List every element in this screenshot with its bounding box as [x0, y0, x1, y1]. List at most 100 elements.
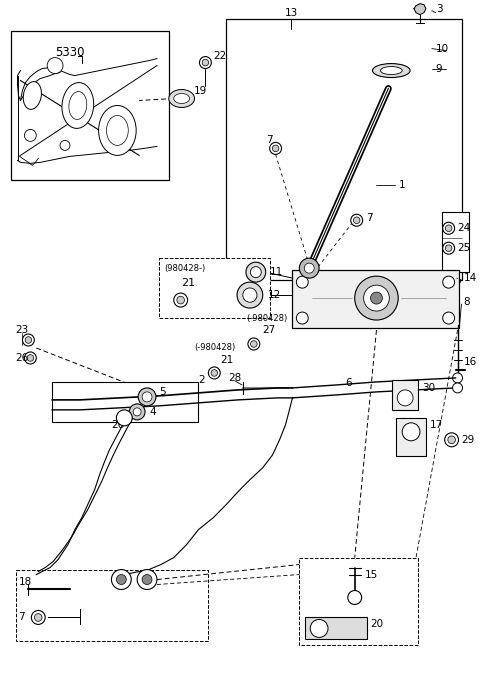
Ellipse shape — [62, 82, 94, 128]
Text: (980428-): (980428-) — [164, 263, 205, 272]
Text: 7: 7 — [367, 213, 373, 223]
Text: 19: 19 — [193, 86, 207, 95]
Circle shape — [47, 58, 63, 73]
Text: 25: 25 — [457, 244, 471, 253]
Ellipse shape — [23, 82, 41, 109]
Circle shape — [402, 423, 420, 441]
Circle shape — [251, 341, 257, 347]
Circle shape — [296, 276, 308, 288]
Text: 18: 18 — [19, 576, 32, 587]
Circle shape — [129, 404, 145, 420]
Bar — [292, 270, 458, 328]
Circle shape — [200, 56, 211, 69]
Text: 15: 15 — [365, 569, 378, 580]
Circle shape — [116, 575, 126, 584]
Circle shape — [142, 575, 152, 584]
Circle shape — [351, 214, 362, 226]
Polygon shape — [414, 3, 426, 14]
Text: (-980428): (-980428) — [194, 344, 236, 353]
Bar — [11, 31, 169, 180]
Text: 1: 1 — [399, 180, 406, 190]
Circle shape — [444, 433, 458, 447]
Circle shape — [24, 352, 36, 364]
Circle shape — [443, 222, 455, 234]
Ellipse shape — [169, 89, 194, 108]
Ellipse shape — [381, 67, 402, 75]
Text: 14: 14 — [464, 273, 477, 283]
Circle shape — [397, 390, 413, 406]
Text: 24: 24 — [457, 223, 471, 233]
Bar — [305, 617, 367, 639]
Circle shape — [296, 312, 308, 324]
Text: 5330: 5330 — [55, 46, 84, 59]
Circle shape — [443, 276, 455, 288]
Ellipse shape — [174, 93, 190, 104]
Circle shape — [453, 373, 463, 383]
Text: 7: 7 — [266, 135, 272, 145]
Circle shape — [211, 370, 217, 376]
Circle shape — [174, 293, 188, 307]
Circle shape — [24, 130, 36, 141]
Circle shape — [137, 569, 157, 589]
Text: 26: 26 — [15, 353, 29, 363]
Circle shape — [304, 263, 314, 273]
Circle shape — [237, 282, 263, 308]
Circle shape — [448, 436, 456, 444]
Circle shape — [177, 296, 184, 304]
Circle shape — [445, 225, 452, 232]
Bar — [300, 558, 418, 646]
Bar — [15, 569, 208, 641]
Bar — [396, 418, 426, 456]
Text: 7: 7 — [19, 613, 25, 622]
Text: 6: 6 — [345, 378, 351, 388]
Circle shape — [202, 59, 209, 66]
Text: 29: 29 — [461, 435, 475, 445]
Circle shape — [355, 276, 398, 320]
Circle shape — [116, 410, 132, 426]
Circle shape — [453, 383, 463, 393]
Text: (-980428): (-980428) — [246, 314, 287, 322]
Bar — [226, 19, 461, 280]
Text: 11: 11 — [270, 267, 283, 277]
Bar — [442, 212, 469, 272]
Ellipse shape — [98, 106, 136, 156]
Circle shape — [138, 388, 156, 406]
Text: 28: 28 — [228, 373, 241, 383]
Text: 3: 3 — [436, 3, 443, 14]
Circle shape — [133, 408, 141, 416]
Circle shape — [31, 611, 45, 624]
Text: 5: 5 — [159, 387, 166, 397]
Circle shape — [25, 337, 32, 343]
Ellipse shape — [372, 64, 410, 78]
Circle shape — [208, 367, 220, 379]
Text: 8: 8 — [464, 297, 470, 307]
Circle shape — [272, 145, 279, 152]
Circle shape — [27, 355, 34, 362]
Circle shape — [60, 141, 70, 150]
Circle shape — [246, 262, 266, 282]
Ellipse shape — [69, 91, 87, 119]
Text: 21: 21 — [220, 355, 233, 365]
Bar — [52, 382, 198, 422]
Circle shape — [243, 288, 257, 303]
Circle shape — [248, 338, 260, 350]
Text: 17: 17 — [430, 420, 443, 430]
Circle shape — [445, 245, 452, 252]
Circle shape — [443, 242, 455, 255]
Circle shape — [371, 292, 383, 304]
Text: 4: 4 — [149, 407, 156, 417]
Text: 13: 13 — [285, 8, 298, 18]
Circle shape — [23, 334, 34, 346]
Text: 10: 10 — [436, 44, 449, 54]
Circle shape — [251, 267, 261, 278]
Ellipse shape — [107, 115, 128, 145]
Text: 23: 23 — [15, 325, 29, 335]
Circle shape — [353, 217, 360, 224]
Text: 21: 21 — [180, 278, 195, 288]
Text: 22: 22 — [213, 51, 227, 60]
Text: 27: 27 — [262, 325, 275, 335]
Text: 12: 12 — [268, 290, 281, 300]
Bar — [392, 380, 418, 410]
Text: 9: 9 — [436, 64, 443, 73]
Circle shape — [443, 312, 455, 324]
